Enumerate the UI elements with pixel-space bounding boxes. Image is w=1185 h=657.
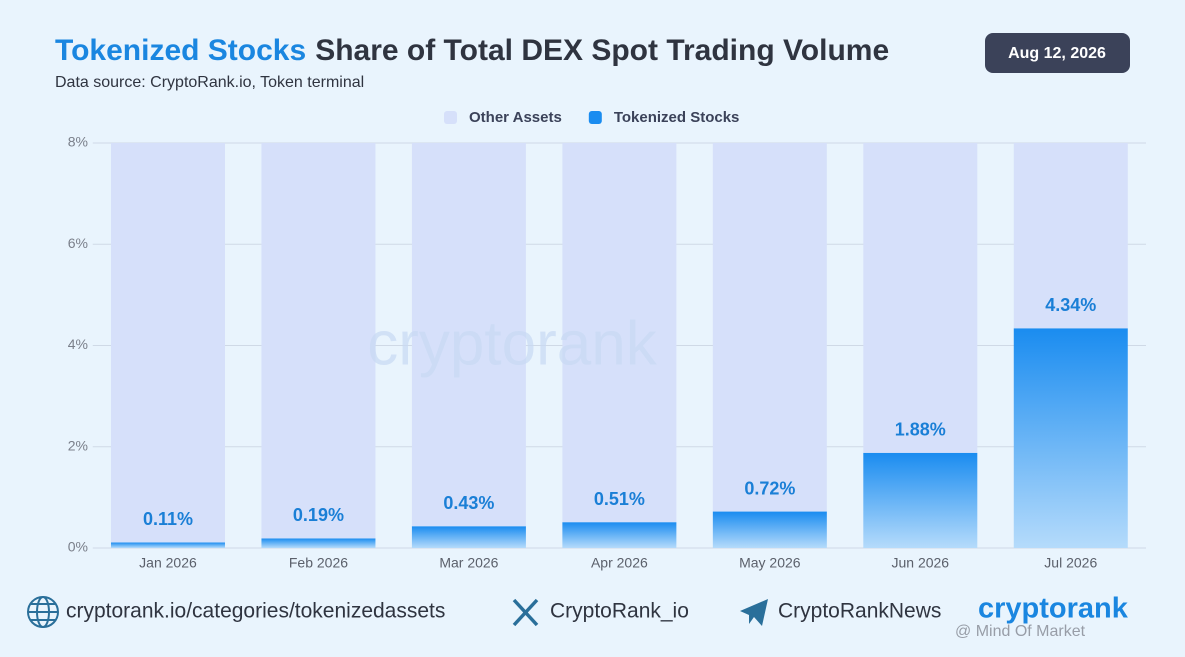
x-handle: CryptoRank_io bbox=[550, 600, 689, 623]
other-bar bbox=[411, 143, 526, 527]
y-tick-label: 8% bbox=[68, 134, 88, 150]
value-label: 0.19% bbox=[293, 505, 344, 525]
title-rest: Share of Total DEX Spot Trading Volume bbox=[315, 34, 889, 67]
chart-title: Tokenized Stocks Share of Total DEX Spot … bbox=[55, 34, 889, 67]
y-tick-label: 2% bbox=[68, 437, 88, 453]
other-bar bbox=[110, 143, 225, 543]
tokenized-bar bbox=[863, 452, 978, 548]
date-badge bbox=[985, 33, 1130, 73]
other-bar bbox=[1013, 143, 1128, 329]
title-highlight: Tokenized Stocks bbox=[55, 34, 306, 67]
x-tick-label: Apr 2026 bbox=[591, 555, 648, 571]
x-tick-label: Mar 2026 bbox=[439, 555, 498, 571]
x-tick-label: Feb 2026 bbox=[289, 555, 348, 571]
value-label: 1.88% bbox=[895, 420, 946, 440]
x-icon bbox=[512, 598, 539, 627]
credit: @ Mind Of Market bbox=[955, 623, 1086, 640]
tokenized-bar bbox=[411, 526, 526, 548]
tokenized-bar bbox=[1013, 328, 1128, 548]
footer-logo: cryptorank bbox=[978, 593, 1129, 625]
legend-label: Tokenized Stocks bbox=[614, 109, 740, 126]
tokenized-bar bbox=[110, 542, 225, 548]
date: Aug 12, 2026 bbox=[1008, 45, 1106, 62]
legend-swatch bbox=[588, 111, 602, 124]
y-tick-label: 6% bbox=[68, 235, 88, 251]
website: cryptorank.io/categories/tokenizedassets bbox=[66, 600, 445, 623]
other-bar bbox=[562, 143, 677, 523]
value-label: 4.34% bbox=[1045, 295, 1096, 315]
value-label: 0.11% bbox=[143, 509, 193, 529]
tokenized-bar bbox=[562, 522, 677, 548]
tokenized-bar bbox=[712, 511, 827, 548]
y-tick-label: 0% bbox=[68, 539, 88, 555]
bars bbox=[110, 143, 1128, 548]
other-bar bbox=[261, 143, 376, 539]
legend-swatch bbox=[444, 111, 457, 124]
legend-label: Other Assets bbox=[469, 109, 562, 126]
value-label: 0.51% bbox=[594, 489, 645, 509]
other-bar bbox=[863, 143, 978, 453]
other-bar bbox=[712, 143, 827, 512]
telegram: CryptoRankNews bbox=[778, 600, 941, 623]
value-label: 0.43% bbox=[443, 493, 494, 513]
y-tick-label: 4% bbox=[68, 336, 88, 352]
x-tick-label: Jan 2026 bbox=[139, 555, 197, 571]
watermark: cryptorank bbox=[367, 309, 657, 378]
x-tick-label: Jun 2026 bbox=[891, 555, 949, 571]
value-label: 0.72% bbox=[744, 478, 795, 498]
telegram-icon bbox=[740, 599, 768, 626]
x-tick-label: Jul 2026 bbox=[1044, 555, 1097, 571]
x-tick-label: May 2026 bbox=[739, 555, 801, 571]
globe-icon bbox=[27, 596, 59, 628]
tokenized-bar bbox=[261, 538, 376, 548]
subtitle: Data source: CryptoRank.io, Token termin… bbox=[55, 74, 364, 91]
